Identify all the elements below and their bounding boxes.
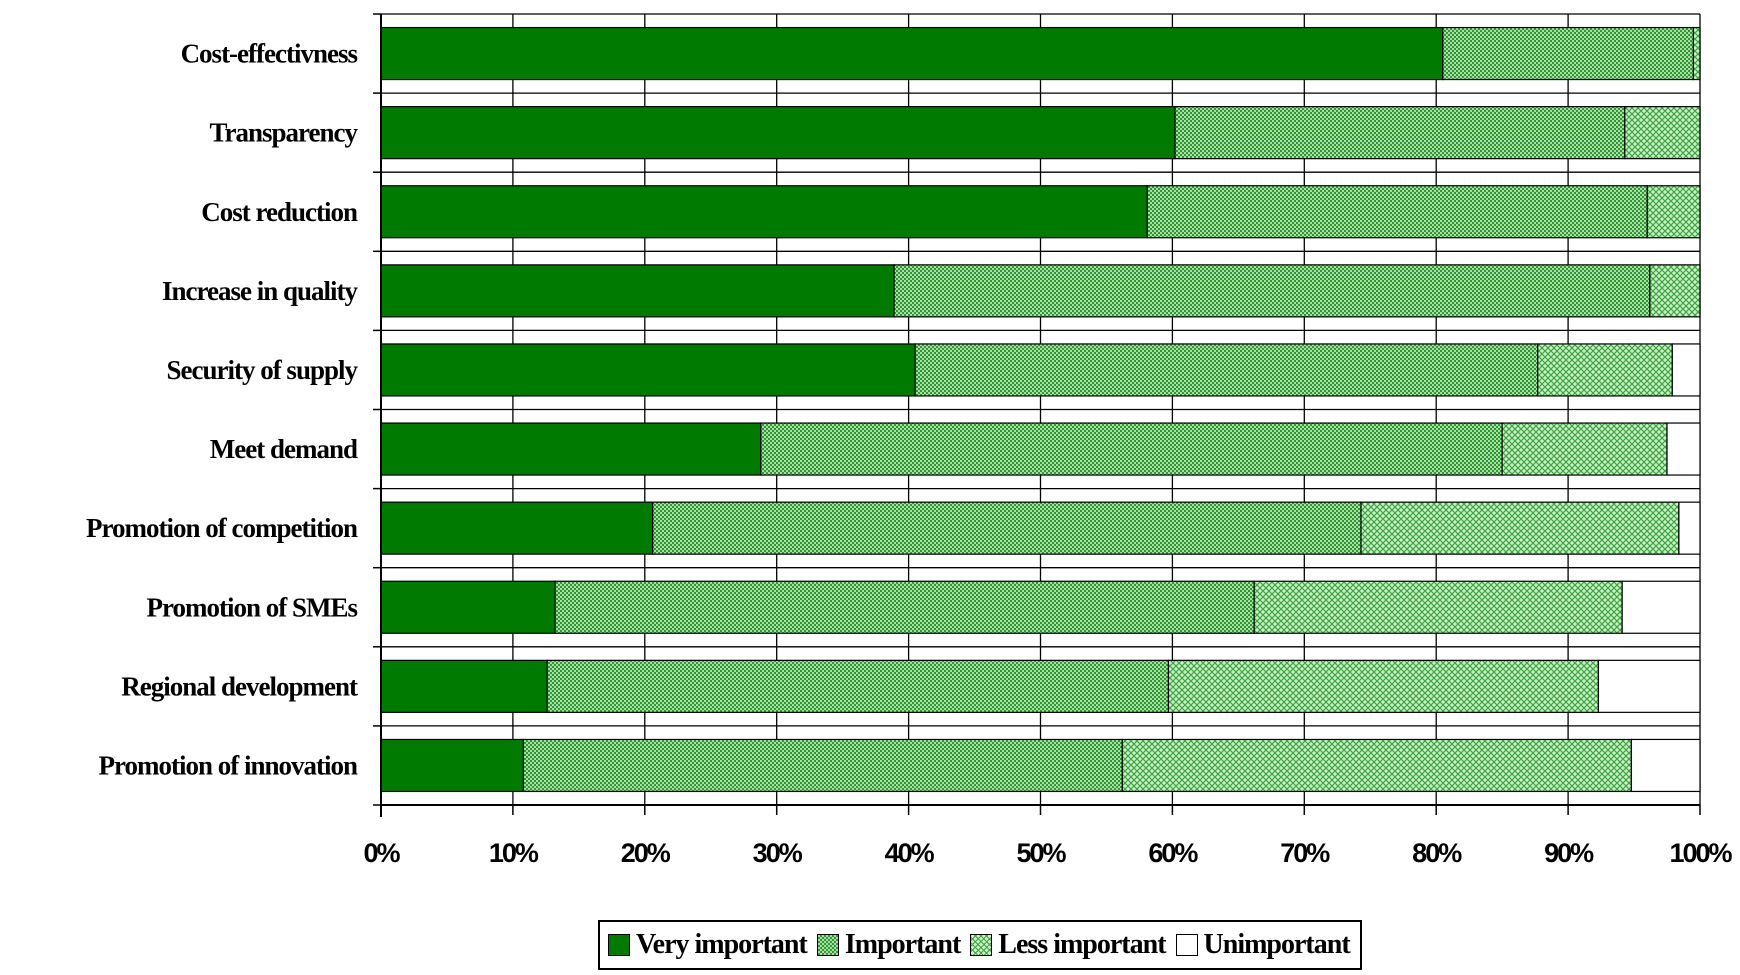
category-label: Transparency [209, 118, 358, 148]
bar-segment-very-important [380, 343, 916, 397]
category-label: Increase in quality [162, 276, 359, 306]
bar-segment-very-important [380, 580, 556, 634]
bar-segment-unimportant [1678, 501, 1701, 555]
x-tick-label: 90% [1544, 838, 1594, 868]
legend-swatch [970, 934, 993, 956]
x-tick-label: 10% [489, 838, 539, 868]
stacked-bar-chart: Cost-effectivness Transparency Cost reduct… [86, 13, 1735, 868]
bar-segment-very-important [380, 264, 895, 318]
bar-segment-less-important [1360, 501, 1680, 555]
x-tick-label: 50% [1016, 838, 1066, 868]
legend-label: Very important [636, 929, 808, 960]
bar-segment-important [760, 422, 1503, 476]
bar-segment-very-important [380, 106, 1176, 160]
category-label: Meet demand [210, 434, 358, 464]
bar-segment-important [652, 501, 1362, 555]
bar-segment-very-important [380, 501, 654, 555]
x-tick-label: 40% [885, 838, 935, 868]
bar-segment-less-important [1646, 185, 1701, 239]
category-label: Promotion of SMEs [147, 592, 358, 622]
bar-segment-important [1442, 26, 1695, 81]
bar-segment-important [893, 264, 1651, 318]
category-label: Regional development [121, 671, 358, 701]
axes [373, 13, 1701, 817]
legend-label: Important [844, 929, 961, 960]
bar-segment-less-important [1692, 26, 1701, 81]
category-label: Promotion of competition [86, 513, 358, 543]
legend-swatch [608, 934, 630, 956]
bar-segment-less-important [1537, 343, 1673, 397]
bar-segment-important [522, 738, 1123, 793]
bar-segment-less-important [1167, 659, 1600, 713]
bar-segment-less-important [1624, 106, 1701, 160]
legend-label: Unimportant [1203, 929, 1351, 960]
x-tick-label: 70% [1280, 838, 1330, 868]
bar-segment-very-important [380, 26, 1444, 81]
bars [380, 26, 1701, 793]
bar-segment-very-important [380, 422, 762, 476]
bar-segment-important [1146, 185, 1648, 239]
category-label: Cost-effectivness [181, 39, 358, 69]
x-tick-label: 80% [1412, 838, 1462, 868]
bar-segment-unimportant [1597, 659, 1701, 713]
legend-swatch [1175, 934, 1198, 956]
bar-segment-unimportant [1671, 343, 1701, 397]
bar-segment-very-important [380, 738, 525, 793]
x-tick-label: 100% [1669, 838, 1732, 868]
bar-segment-important [1174, 106, 1626, 160]
x-tick-label: 20% [621, 838, 671, 868]
legend-item: Unimportant [1175, 929, 1351, 961]
bar-segment-unimportant [1666, 422, 1701, 476]
legend-item: Important [816, 929, 961, 961]
x-tick-labels: 0% 10% 20% 30% 40% 50% 60% 70% 80% 90% 100% [363, 838, 1734, 868]
bar-segment-less-important [1253, 580, 1623, 634]
legend-item: Less important [970, 929, 1167, 961]
legend-label: Less important [998, 929, 1166, 960]
bar-segment-important [914, 343, 1539, 397]
category-labels: Cost-effectivness Transparency Cost reduct… [86, 39, 359, 781]
category-label: Cost reduction [201, 197, 358, 227]
category-label: Promotion of innovation [98, 750, 358, 780]
legend: Very important Important Less important Uni… [598, 920, 1362, 970]
legend-item: Very important [608, 929, 808, 961]
bar-segment-very-important [380, 659, 548, 713]
bar-segment-very-important [380, 185, 1148, 239]
x-tick-label: 30% [753, 838, 803, 868]
bar-segment-less-important [1121, 738, 1633, 793]
x-tick-label: 0% [363, 838, 400, 868]
bar-segment-unimportant [1630, 738, 1701, 793]
legend-swatch [816, 934, 839, 956]
bar-segment-important [546, 659, 1170, 713]
bar-segment-unimportant [1621, 580, 1701, 634]
category-label: Security of supply [166, 355, 358, 385]
bar-segment-less-important [1649, 264, 1701, 318]
bar-segment-important [554, 580, 1255, 634]
x-tick-label: 60% [1148, 838, 1198, 868]
bar-segment-less-important [1501, 422, 1668, 476]
